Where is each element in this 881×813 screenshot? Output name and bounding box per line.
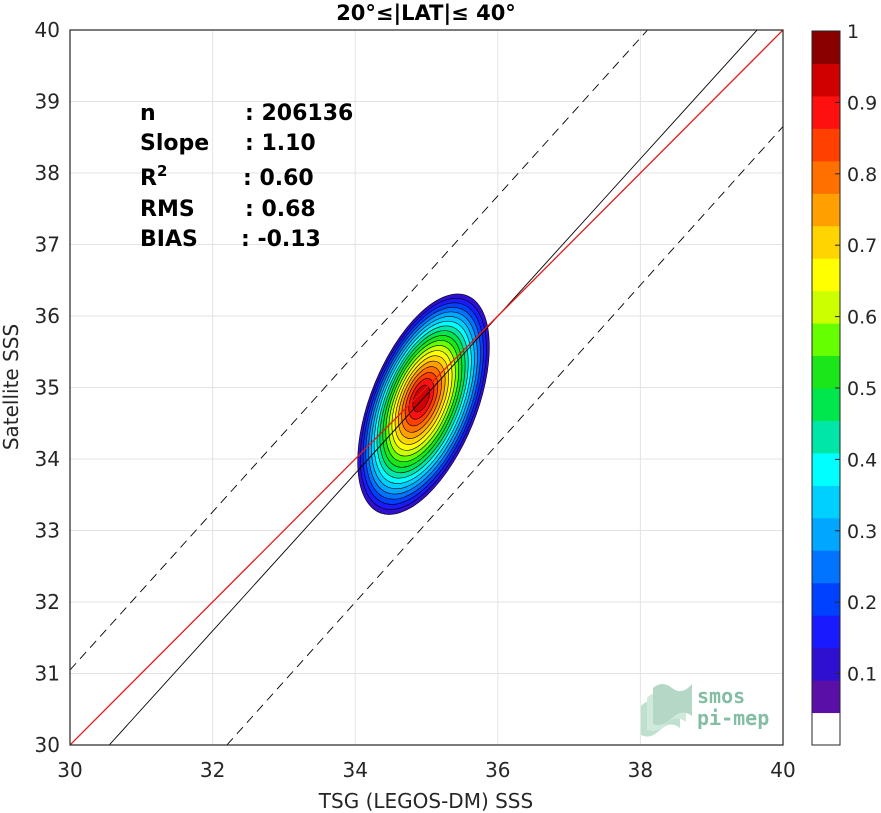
colorbar-cell — [812, 290, 840, 324]
x-axis-label: TSG (LEGOS-DM) SSS — [318, 789, 533, 813]
stats-box: n : 206136 Slope : 1.10 R2 : 0.60 RMS : 0.68 BIA… — [140, 101, 353, 252]
colorbar-cell — [812, 680, 840, 714]
y-tick-label: 40 — [35, 18, 60, 42]
reference-lines — [70, 30, 783, 745]
smos-pimep-logo: smos pi-mep — [641, 684, 769, 737]
colorbar-cell — [812, 420, 840, 454]
logo-text-smos: smos — [697, 684, 745, 708]
colorbar-cell — [812, 193, 840, 227]
colorbar-cell — [812, 355, 840, 389]
one-to-one-line — [70, 30, 783, 745]
stat-label: RMS — [140, 197, 195, 222]
regression-line — [108, 30, 758, 745]
logo-text-pimep: pi-mep — [697, 706, 769, 730]
x-tick-label: 40 — [770, 758, 795, 782]
colorbar-tick-label: 0.6 — [847, 307, 877, 329]
colorbar-tick-label: 0.4 — [847, 449, 877, 471]
colorbar-cell — [812, 647, 840, 681]
lower-band-line — [226, 126, 783, 745]
chart-title: 20°≤|LAT|≤ 40° — [336, 1, 516, 26]
x-tick-labels: 30 32 34 36 38 40 — [57, 758, 795, 782]
colorbar-cell — [812, 128, 840, 162]
colorbar-tick-label: 0.7 — [847, 235, 877, 257]
colorbar-cell — [812, 712, 840, 746]
y-tick-label: 38 — [35, 161, 60, 185]
y-tick-label: 32 — [35, 590, 60, 614]
y-tick-label: 37 — [35, 233, 60, 257]
stat-value: : 1.10 — [245, 131, 316, 156]
x-tick-label: 36 — [485, 758, 510, 782]
density-contours — [357, 293, 490, 515]
y-tick-label: 30 — [35, 733, 60, 757]
colorbar-cell — [812, 323, 840, 357]
colorbar-tick-label: 0.9 — [847, 92, 877, 114]
stat-label: Slope — [140, 131, 209, 156]
colorbar-cell — [812, 517, 840, 551]
stat-value: : 206136 — [245, 101, 353, 126]
colorbar-tick-label: 0.5 — [847, 378, 877, 400]
y-tick-label: 36 — [35, 304, 60, 328]
colorbar-cell — [812, 452, 840, 486]
colorbar-cell — [812, 225, 840, 259]
stat-value: : -0.13 — [241, 227, 321, 252]
plot-frame — [69, 29, 784, 746]
stat-value: : 0.68 — [245, 197, 316, 222]
colorbar-cell — [812, 160, 840, 194]
colorbar-cell — [812, 63, 840, 97]
y-tick-labels: 30 31 32 33 34 35 36 37 38 39 40 — [35, 18, 60, 757]
colorbar-cell — [812, 95, 840, 129]
x-tick-label: 30 — [57, 758, 82, 782]
colorbar: 0.1 0.2 0.3 0.4 0.5 0.6 0.7 0.8 0.9 1 — [811, 21, 877, 746]
colorbar-tick-label: 0.1 — [847, 664, 877, 686]
colorbar-cell — [812, 258, 840, 292]
x-tick-label: 32 — [200, 758, 225, 782]
colorbar-cell — [812, 388, 840, 421]
colorbar-tick-label: 0.8 — [847, 164, 877, 186]
colorbar-cell — [812, 31, 840, 64]
y-tick-label: 34 — [35, 447, 60, 471]
stat-label: R2 — [140, 162, 167, 191]
colorbar-cell — [812, 582, 840, 616]
logo-wave-icon — [641, 684, 692, 737]
stat-label: n — [140, 101, 156, 126]
colorbar-tick-label: 0.2 — [847, 592, 877, 614]
stat-label: BIAS — [140, 227, 198, 252]
colorbar-tick-label: 1 — [847, 21, 859, 43]
x-tick-label: 34 — [342, 758, 367, 782]
colorbar-cell — [812, 550, 840, 584]
colorbar-cell — [812, 485, 840, 519]
y-axis-label: Satellite SSS — [0, 324, 23, 450]
x-tick-label: 38 — [628, 758, 653, 782]
y-tick-label: 35 — [35, 376, 60, 400]
upper-band-line — [70, 30, 648, 671]
colorbar-cell — [812, 615, 840, 649]
colorbar-tick-label: 0.3 — [847, 521, 877, 543]
y-tick-label: 33 — [35, 519, 60, 543]
stat-value: : 0.60 — [243, 166, 314, 191]
y-tick-label: 39 — [35, 90, 60, 114]
y-tick-label: 31 — [35, 662, 60, 686]
